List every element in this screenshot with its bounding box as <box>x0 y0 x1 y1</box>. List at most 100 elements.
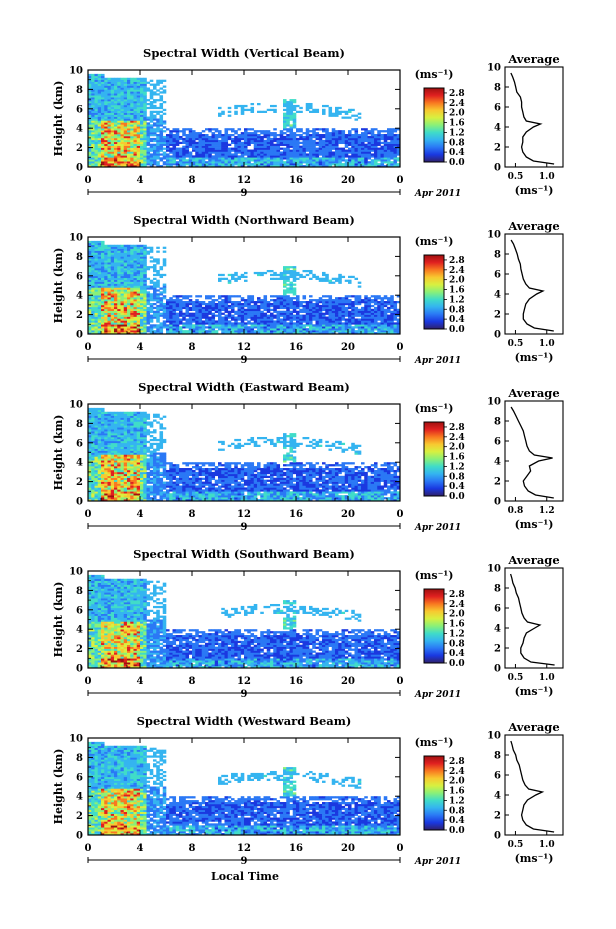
heatmap-cell <box>351 157 355 160</box>
heatmap-cell <box>94 297 99 300</box>
heatmap-cell <box>175 312 180 315</box>
heatmap-cell <box>201 134 206 137</box>
heatmap-cell <box>374 157 378 160</box>
heatmap-cell <box>286 134 290 137</box>
heatmap-cell <box>107 281 112 284</box>
heatmap-cell <box>393 301 398 304</box>
heatmap-cell <box>361 320 365 323</box>
heatmap-cell <box>227 165 232 168</box>
heatmap-cell <box>120 79 125 82</box>
heatmap-cell <box>192 332 196 335</box>
heatmap-cell <box>253 324 258 327</box>
heatmap-cell <box>169 155 173 158</box>
heatmap-cell <box>357 134 362 137</box>
heatmap-cell <box>172 302 177 306</box>
heatmap-cell <box>276 302 281 306</box>
heatmap-cell <box>292 106 297 110</box>
heatmap-cell <box>325 135 329 139</box>
heatmap-cell <box>276 326 281 329</box>
heatmap-cell <box>123 95 128 98</box>
heatmap-cell <box>201 308 206 312</box>
heatmap-cell <box>390 297 394 300</box>
heatmap-cell <box>153 159 157 162</box>
heatmap-cell <box>120 112 125 115</box>
heatmap-cell <box>169 318 173 321</box>
heatmap-cell <box>325 277 329 280</box>
heatmap-cell <box>396 332 401 335</box>
heatmap-cell <box>195 301 199 304</box>
heatmap-cell <box>370 314 375 317</box>
heatmap-cell <box>354 332 359 335</box>
heatmap-cell <box>283 266 287 269</box>
heatmap-cell <box>244 159 248 162</box>
heatmap-cell <box>104 295 108 298</box>
heatmap-cell <box>133 141 138 145</box>
heatmap-cell <box>104 118 108 121</box>
heatmap-cell <box>140 159 144 162</box>
heatmap-cell <box>328 135 333 139</box>
heatmap-cell <box>318 308 323 312</box>
heatmap-cell <box>205 314 209 317</box>
heatmap-cell <box>341 322 346 325</box>
heatmap-cell <box>156 318 160 321</box>
heatmap-cell <box>88 159 92 162</box>
heatmap-cell <box>312 155 316 158</box>
heatmap-cell <box>88 157 92 160</box>
heatmap-cell <box>273 328 277 331</box>
x-tick-label: 0 <box>85 175 92 186</box>
heatmap-cell <box>286 287 290 290</box>
heatmap-cell <box>201 320 206 323</box>
heatmap-cell <box>299 159 303 162</box>
heatmap-cell <box>367 312 372 315</box>
heatmap-cell <box>364 149 368 152</box>
heatmap-cell <box>169 308 173 312</box>
heatmap-cell <box>149 128 154 131</box>
heatmap-cell <box>348 324 352 327</box>
heatmap-cell <box>214 322 219 325</box>
heatmap-cell <box>140 112 144 115</box>
heatmap-cell <box>208 304 212 308</box>
heatmap-cell <box>117 322 121 325</box>
heatmap-cell <box>338 157 342 160</box>
heatmap-cell <box>140 299 144 302</box>
heatmap-cell <box>224 330 229 333</box>
heatmap-cell <box>91 256 95 259</box>
heatmap-cell <box>250 157 255 160</box>
heatmap-cell <box>88 256 92 259</box>
heatmap-cell <box>305 306 310 310</box>
heatmap-cell <box>169 322 173 325</box>
heatmap-cell <box>159 139 164 143</box>
heatmap-cell <box>143 99 147 102</box>
heatmap-cell <box>97 110 102 113</box>
heatmap-cell <box>276 301 281 304</box>
heatmap-cell <box>127 81 131 84</box>
heatmap-cell <box>227 137 232 141</box>
heatmap-cell <box>101 281 105 284</box>
heatmap-cell <box>201 330 206 333</box>
heatmap-cell <box>279 277 284 280</box>
heatmap-cell <box>153 295 157 298</box>
heatmap-cell <box>289 143 294 146</box>
heatmap-cell <box>247 153 251 156</box>
heatmap-cell <box>331 310 336 313</box>
heatmap-cell <box>88 316 92 319</box>
heatmap-cell <box>123 289 128 292</box>
heatmap-cell <box>387 314 391 317</box>
heatmap-cell <box>91 275 95 279</box>
heatmap-cell <box>101 89 105 92</box>
heatmap-cell <box>149 314 154 317</box>
heatmap-cell <box>94 318 99 321</box>
heatmap-cell <box>273 301 277 304</box>
heatmap-cell <box>224 141 229 145</box>
heatmap-cell <box>234 161 238 164</box>
heatmap-cell <box>107 273 112 277</box>
heatmap-cell <box>383 157 388 160</box>
heatmap-cell <box>159 104 164 108</box>
heatmap-cell <box>97 118 102 121</box>
heatmap-cell <box>94 135 99 139</box>
heatmap-cell <box>244 147 248 150</box>
heatmap-cell <box>149 97 154 100</box>
heatmap-cell <box>136 248 141 251</box>
heatmap-cell <box>253 163 258 166</box>
heatmap-cell <box>237 159 242 162</box>
